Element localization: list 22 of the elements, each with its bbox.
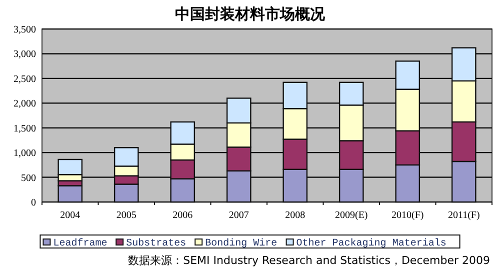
y-tick-label: 1,500 [14,123,36,134]
y-tick-label: 1,000 [14,148,36,160]
source-note: 数据来源：SEMI Industry Research and Statistics，December 2009 [128,254,490,267]
legend-label: Leadframe [53,238,108,250]
x-tick-label: 2006 [172,210,193,221]
y-tick-label: 500 [21,172,36,184]
x-tick-label: 2010(F) [392,210,424,221]
x-tick-label: 2008 [285,210,306,221]
y-tick-label: 3,000 [14,49,36,60]
y-tick-label: 2,000 [14,98,36,110]
legend-label: Bonding Wire [205,238,278,250]
chart-title: 中国封装材料市场概况 [175,5,326,23]
x-tick-label: 2011(F) [448,210,480,221]
y-tick-label: 3,500 [14,24,36,36]
legend-label: Substrates [126,238,186,250]
x-tick-label: 2007 [228,210,249,221]
x-tick-label: 2009(E) [334,210,368,221]
y-tick-label: 0 [31,198,36,208]
x-tick-label: 2005 [116,210,136,221]
y-tick-label: 2,500 [14,74,36,85]
x-tick-label: 2004 [60,210,80,221]
legend-label: Other Packaging Materials [296,238,446,250]
